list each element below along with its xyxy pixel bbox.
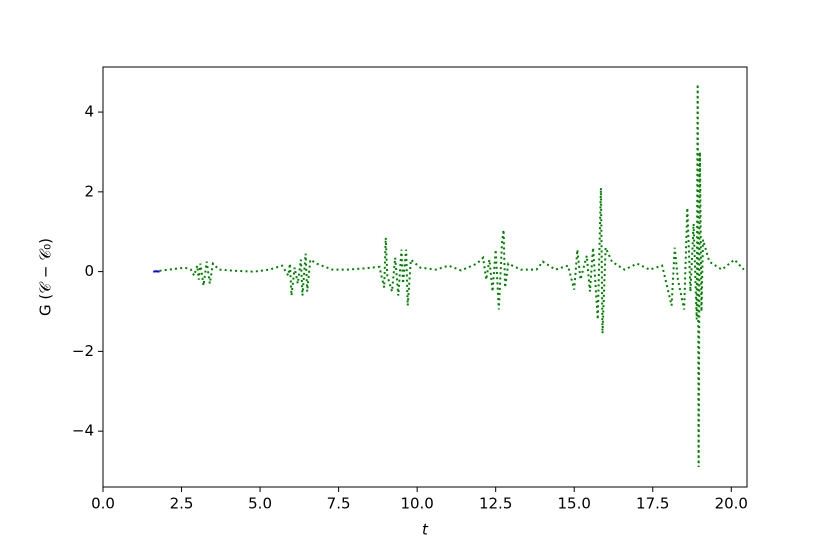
- x-tick-label: 17.5: [636, 495, 669, 513]
- x-tick-label: 5.0: [248, 495, 272, 513]
- x-tick-label: 10.0: [400, 495, 433, 513]
- x-tick-label: 7.5: [327, 495, 351, 513]
- plot-frame: [102, 66, 748, 488]
- y-tick-label: 4: [84, 103, 94, 121]
- x-axis-label: t: [422, 521, 429, 539]
- x-tick-label: 0.0: [91, 495, 115, 513]
- x-tick-label: 20.0: [715, 495, 748, 513]
- x-tick-label: 2.5: [170, 495, 194, 513]
- data-line: [159, 84, 745, 468]
- x-tick-label: 15.0: [558, 495, 591, 513]
- y-tick-label: −2: [72, 342, 94, 360]
- x-tick-label: 12.5: [479, 495, 512, 513]
- y-tick-label: 2: [84, 182, 94, 200]
- y-axis-label: G (𝒞 − 𝒞₀): [37, 238, 55, 316]
- y-tick-label: 0: [84, 262, 94, 280]
- y-tick-label: −4: [72, 422, 94, 440]
